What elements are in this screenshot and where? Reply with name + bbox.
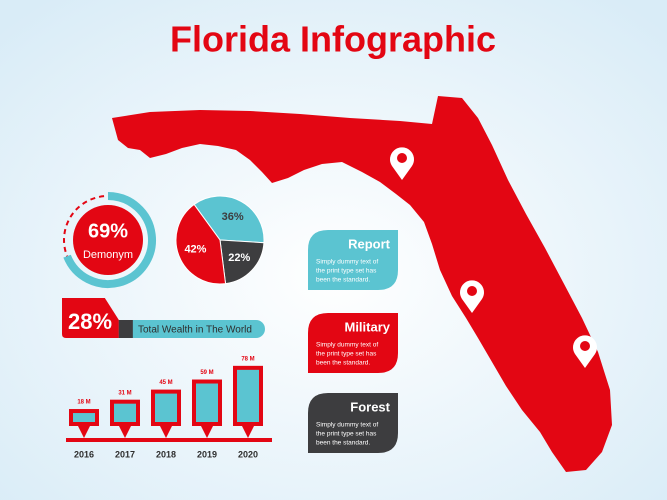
pie-label: 36%	[222, 211, 244, 223]
map-pin	[390, 147, 414, 180]
bar	[110, 399, 140, 426]
card-title: Report	[348, 236, 391, 251]
bar-value-label: 59 M	[200, 370, 213, 376]
pie-label: 22%	[228, 252, 250, 264]
map-pin	[460, 280, 484, 313]
bar-category: 2020	[238, 449, 258, 459]
card	[308, 230, 398, 290]
pie-label: 42%	[184, 244, 206, 256]
card-title: Military	[344, 319, 390, 334]
wealth-accent	[118, 320, 133, 338]
card-text: Simply dummy text of	[316, 422, 378, 429]
bar-value-label: 45 M	[159, 380, 172, 386]
pie-slice	[193, 195, 265, 244]
wealth-caption: Total Wealth in The World	[138, 325, 252, 336]
donut-center	[73, 205, 143, 275]
card-text: been the standard.	[316, 277, 370, 284]
card-text: been the standard.	[316, 360, 370, 367]
card-text: Simply dummy text of	[316, 259, 378, 266]
card-text: the print type set has	[316, 431, 377, 438]
wealth-label: 28%	[68, 309, 112, 334]
card	[308, 393, 398, 453]
card-text: been the standard.	[316, 440, 370, 447]
card-text: the print type set has	[316, 268, 377, 275]
bar-value-label: 78 M	[241, 356, 254, 362]
card-title: Forest	[350, 399, 390, 414]
bar	[233, 365, 263, 426]
pie-slice	[175, 203, 227, 285]
bar-value-label: 18 M	[77, 400, 90, 406]
bar-category: 2017	[115, 449, 135, 459]
title: Florida Infographic	[170, 19, 496, 60]
bar-category: 2018	[156, 449, 176, 459]
wealth-fill	[62, 298, 119, 338]
donut-label: 69%	[88, 220, 128, 242]
bar-pin	[241, 424, 255, 438]
donut-arc	[63, 192, 156, 288]
bar	[151, 389, 181, 427]
bar-category: 2019	[197, 449, 217, 459]
wealth-track	[100, 320, 265, 338]
bar-category: 2016	[74, 449, 94, 459]
map-pin	[573, 335, 597, 368]
bar-pin	[118, 424, 132, 438]
pie-slice	[219, 239, 265, 285]
card-text: Simply dummy text of	[316, 342, 378, 349]
bar-pin	[159, 424, 173, 438]
bar	[69, 409, 99, 427]
bar-pin	[200, 424, 214, 438]
donut-caption: Demonym	[83, 249, 133, 261]
card	[308, 313, 398, 373]
card-text: the print type set has	[316, 351, 377, 358]
florida-map	[112, 96, 612, 472]
bar-value-label: 31 M	[118, 390, 131, 396]
bar-pin	[77, 424, 91, 438]
bar	[192, 379, 222, 426]
